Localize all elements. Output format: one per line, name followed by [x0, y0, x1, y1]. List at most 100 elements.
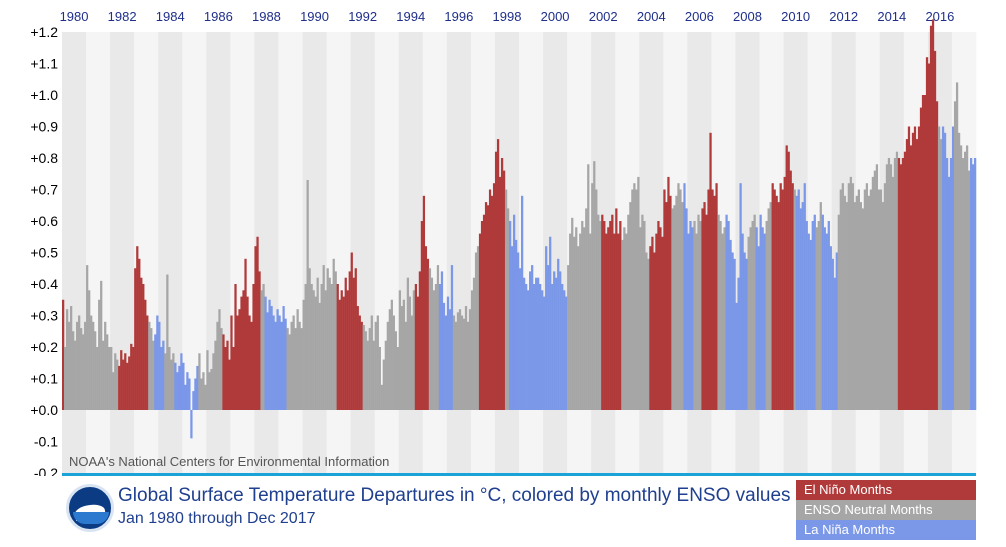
month-bar: [733, 258, 736, 410]
month-bar: [683, 183, 686, 410]
month-bar: [394, 331, 397, 410]
month-bar: [899, 164, 903, 410]
month-bar: [382, 359, 385, 410]
month-bar: [851, 183, 854, 410]
month-bar: [244, 258, 247, 410]
month-bar: [657, 221, 660, 410]
month-bar: [260, 290, 263, 410]
month-bar: [422, 195, 426, 410]
month-bar: [290, 321, 293, 410]
month-bar: [344, 277, 347, 410]
month-bar: [599, 221, 602, 410]
y-tick-label: +0.1: [30, 371, 58, 387]
month-bar: [943, 132, 947, 411]
month-bar: [565, 296, 568, 410]
noaa-logo: [66, 484, 114, 532]
month-bar: [901, 158, 905, 410]
month-bar: [468, 309, 472, 410]
month-bar: [587, 164, 590, 410]
month-bar: [378, 347, 381, 410]
month-bar: [414, 284, 418, 410]
month-bar: [631, 189, 634, 410]
month-bar: [250, 321, 253, 410]
month-bar: [130, 343, 133, 410]
month-bar: [128, 356, 131, 410]
month-bar: [170, 359, 173, 410]
month-bar: [258, 271, 261, 410]
month-bar: [256, 236, 259, 410]
month-bar: [188, 378, 191, 410]
month-bar: [889, 164, 893, 410]
month-bar: [921, 95, 925, 410]
month-bar: [168, 347, 171, 410]
month-bar: [941, 126, 945, 410]
y-tick-label: +0.5: [30, 245, 58, 261]
month-bar: [787, 151, 790, 410]
month-bar: [66, 309, 69, 410]
month-bar: [775, 195, 778, 410]
month-bar: [603, 221, 606, 410]
month-bar: [444, 315, 448, 410]
month-bar: [521, 195, 524, 410]
month-bar: [142, 284, 145, 410]
month-bar: [577, 246, 580, 410]
month-bar: [743, 252, 746, 410]
month-bar: [340, 290, 343, 410]
month-bar: [729, 239, 732, 410]
month-bar: [763, 233, 766, 410]
month-bar: [270, 306, 273, 410]
month-bar: [549, 236, 552, 410]
month-bar: [649, 246, 652, 410]
month-bar: [418, 271, 422, 410]
month-bar: [332, 258, 335, 410]
month-bar: [533, 284, 536, 410]
month-bar: [116, 359, 119, 410]
month-bar: [745, 258, 748, 410]
x-year-label: 2010: [781, 9, 810, 24]
x-year-label: 1988: [252, 9, 281, 24]
month-bar: [248, 315, 251, 410]
month-bar: [154, 334, 157, 410]
x-year-label: 1982: [108, 9, 137, 24]
month-bar: [350, 252, 353, 410]
month-bar: [302, 299, 305, 410]
month-bar: [529, 271, 532, 410]
month-bar: [951, 126, 955, 410]
y-axis-ticks: +1.2 +1.1 +1.0 +0.9 +0.8 +0.7 +0.6 +0.5 +0.4 +0.3…: [30, 24, 58, 476]
month-bar: [106, 334, 109, 410]
x-year-label: 2002: [589, 9, 618, 24]
month-bar: [286, 328, 289, 410]
month-bar: [372, 340, 375, 410]
month-bar: [791, 183, 794, 410]
month-bar: [519, 268, 522, 410]
month-bar: [819, 202, 822, 410]
month-bar: [472, 277, 476, 410]
y-tick-label: +0.9: [30, 119, 58, 135]
month-bar: [925, 57, 929, 410]
month-bar: [677, 183, 680, 410]
month-bar: [619, 221, 622, 410]
month-bar: [218, 309, 221, 410]
month-bar: [196, 365, 199, 410]
month-bar: [865, 183, 869, 410]
month-bar: [571, 217, 574, 410]
month-bar: [897, 158, 901, 410]
month-bar: [226, 340, 229, 410]
month-bar: [661, 236, 664, 410]
month-bar: [202, 372, 205, 410]
month-bar: [969, 158, 973, 410]
month-bar: [276, 309, 279, 410]
month-bar: [671, 208, 674, 410]
month-bar: [765, 221, 768, 410]
month-bar: [583, 227, 586, 410]
month-bar: [72, 331, 75, 410]
month-bar: [70, 306, 73, 410]
month-bar: [514, 239, 518, 410]
month-bar: [324, 290, 327, 410]
month-bar: [759, 214, 762, 410]
month-bar: [761, 227, 764, 410]
month-bar: [182, 362, 185, 410]
x-year-label: 1990: [300, 9, 329, 24]
month-bar: [114, 353, 117, 410]
y-tick-label: +0.4: [30, 276, 58, 292]
